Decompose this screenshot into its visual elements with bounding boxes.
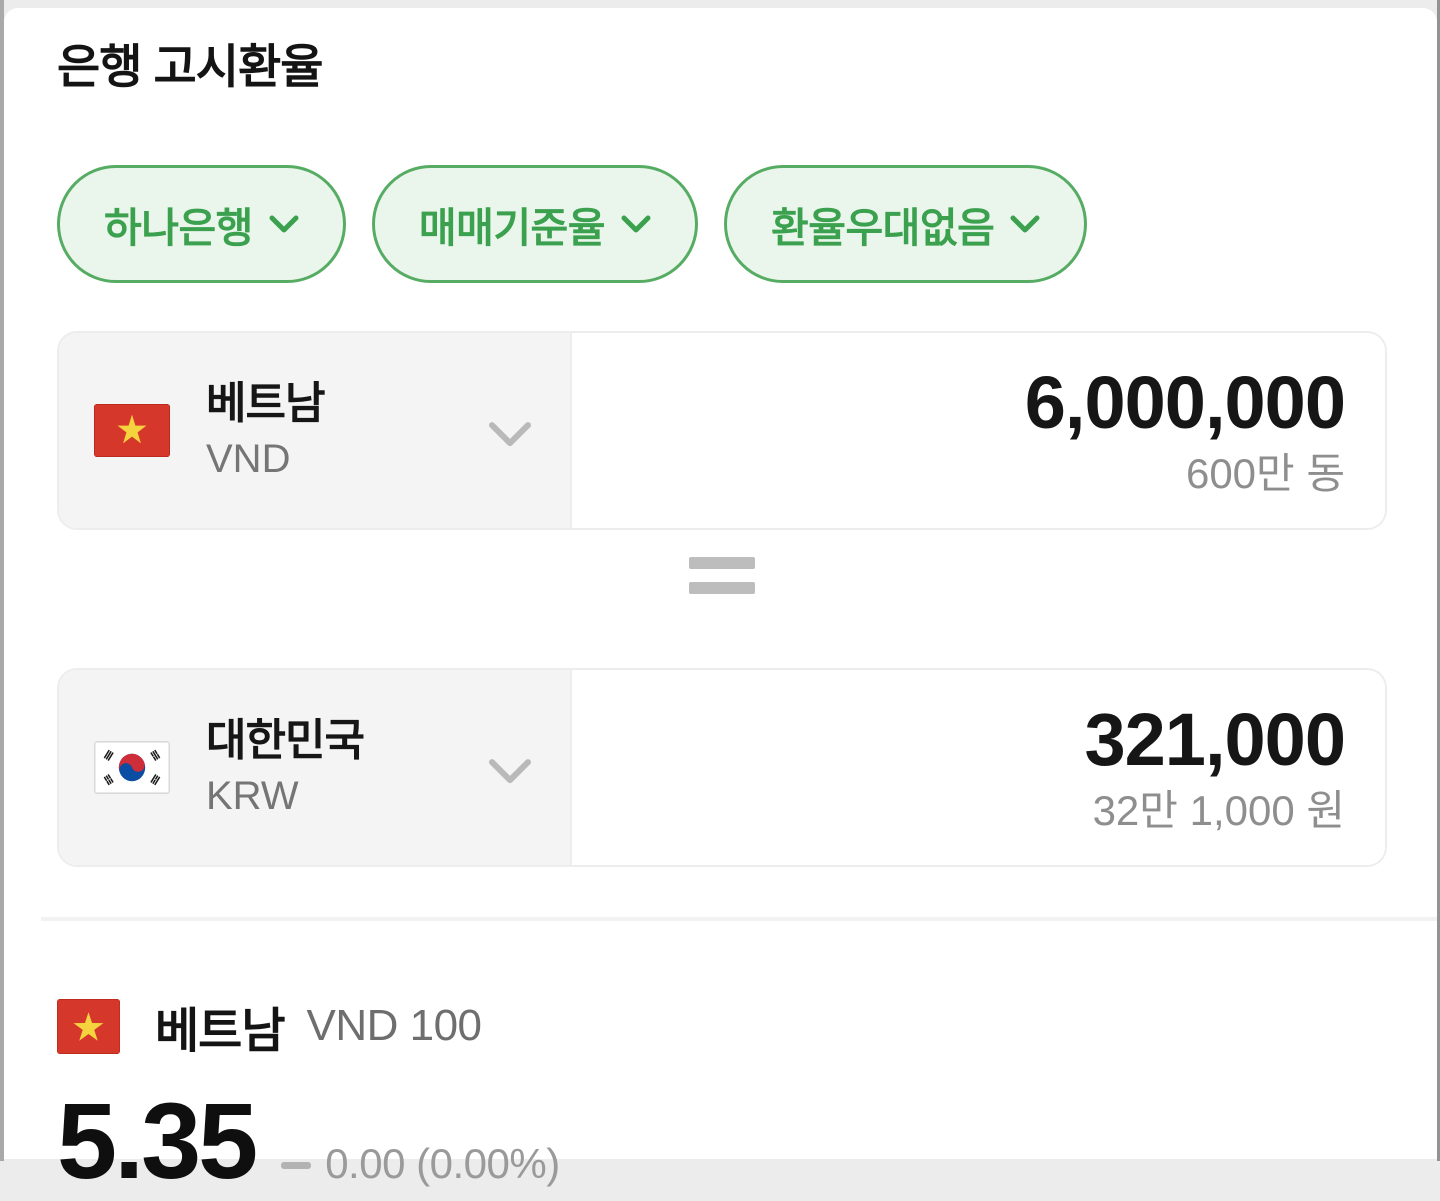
- amount-readable: 32만 1,000 원: [1092, 787, 1345, 835]
- currency-code-label: KRW: [206, 773, 299, 818]
- chevron-down-icon: [1010, 215, 1040, 233]
- currency-row-vnd: 베트남 VND 6,000,000 600만 동: [57, 331, 1387, 530]
- page-title: 은행 고시환율: [57, 40, 324, 93]
- currency-country-label: 베트남: [206, 379, 325, 429]
- amount-value: 6,000,000: [1024, 360, 1346, 444]
- rate-value: 5.35: [57, 1080, 258, 1201]
- bank-filter-button[interactable]: 하나은행: [57, 165, 346, 283]
- rate-country-label: 베트남: [155, 1005, 285, 1058]
- currency-country-label: 대한민국: [206, 716, 365, 766]
- amount-value: 321,000: [1084, 697, 1346, 781]
- discount-filter-button[interactable]: 환율우대없음: [724, 165, 1088, 283]
- rate-change-text: 0.00 (0.00%): [325, 1140, 560, 1187]
- filter-row: 하나은행 매매기준율 환율우대없음: [57, 165, 1387, 283]
- screen-edge-left: [0, 0, 4, 1161]
- chevron-down-icon: [489, 421, 531, 446]
- vietnam-flag-icon: [57, 998, 120, 1054]
- rate-type-filter-button[interactable]: 매매기준율: [371, 165, 698, 283]
- currency-selector-vnd[interactable]: 베트남 VND: [59, 333, 572, 528]
- amount-input-krw[interactable]: 321,000 32만 1,000 원: [572, 670, 1385, 865]
- korea-flag-icon: [94, 741, 170, 794]
- rate-header: 베트남 VND 100: [57, 991, 1387, 1061]
- vietnam-flag-icon: [94, 404, 170, 457]
- currency-row-krw: 대한민국 KRW 321,000 32만 1,000 원: [57, 668, 1387, 867]
- screen-edge-right: [1437, 0, 1440, 1161]
- rate-unit-label: VND 100: [306, 1001, 482, 1050]
- chevron-down-icon: [269, 215, 299, 233]
- section-divider: [41, 917, 1437, 921]
- rate-change: 0.00 (0.00%): [281, 1140, 560, 1188]
- rate-type-filter-label: 매매기준율: [418, 205, 606, 251]
- amount-readable: 600만 동: [1185, 450, 1345, 498]
- equals-icon: [57, 530, 1387, 620]
- chevron-down-icon: [489, 758, 531, 783]
- bank-filter-label: 하나은행: [104, 205, 253, 251]
- chevron-down-icon: [621, 215, 651, 233]
- currency-selector-krw[interactable]: 대한민국 KRW: [59, 670, 572, 865]
- rate-line: 5.35 0.00 (0.00%): [57, 1087, 1387, 1195]
- exchange-rate-card: 은행 고시환율 하나은행 매매기준율 환율우대없음 베트남 VND: [4, 8, 1437, 1195]
- currency-code-label: VND: [206, 436, 291, 481]
- amount-input-vnd[interactable]: 6,000,000 600만 동: [572, 333, 1385, 528]
- minus-icon: [281, 1162, 312, 1169]
- discount-filter-label: 환율우대없음: [771, 205, 995, 251]
